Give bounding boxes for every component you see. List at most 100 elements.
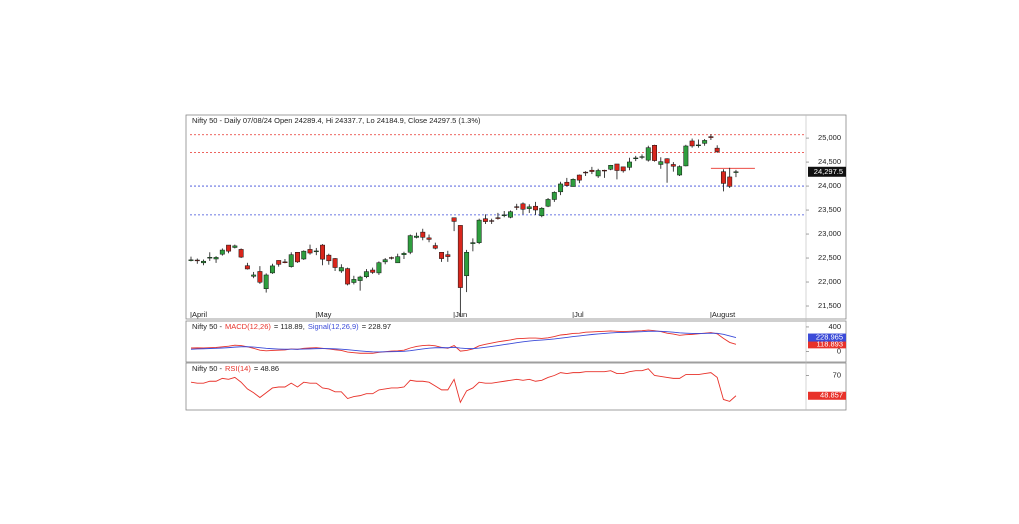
candle-body xyxy=(545,199,551,207)
price-panel xyxy=(185,114,847,320)
candle-body xyxy=(407,235,413,253)
chart-title: Nifty 50 - Daily 07/08/24 Open 24289.4, … xyxy=(192,116,481,125)
legend-value: = 48.86 xyxy=(254,364,279,373)
last-value-box xyxy=(808,340,846,349)
candle-body xyxy=(526,206,532,209)
candle-body xyxy=(589,169,595,172)
candle-body xyxy=(702,140,708,144)
y-tick-label: 25,000 xyxy=(818,133,841,142)
candle-body xyxy=(708,136,714,138)
candle-body xyxy=(219,249,225,255)
candle-body xyxy=(558,183,564,193)
candle-body xyxy=(514,206,520,208)
candle-body xyxy=(470,242,476,244)
candle-body xyxy=(257,271,263,283)
rsi-panel xyxy=(185,362,847,411)
candle-body xyxy=(376,262,382,274)
candle-body xyxy=(533,205,538,211)
candle-body xyxy=(232,245,238,248)
candle-body xyxy=(332,258,338,268)
candle-body xyxy=(570,179,576,187)
candle-body xyxy=(501,214,507,216)
candle-body xyxy=(464,252,470,277)
candle-body xyxy=(670,164,676,167)
candle-body xyxy=(282,261,288,263)
y-tick-label: 22,500 xyxy=(818,253,841,262)
last-value-box xyxy=(808,391,846,400)
candle-body xyxy=(564,181,570,186)
candle-body xyxy=(645,147,651,161)
candle-body xyxy=(401,253,407,255)
last-price-box xyxy=(808,166,846,177)
candle-body xyxy=(188,259,194,261)
candle-body xyxy=(238,249,244,258)
candle-body xyxy=(520,203,526,210)
x-tick-label: Jun xyxy=(455,310,467,319)
candle-body xyxy=(664,158,670,164)
candle-body xyxy=(213,257,219,260)
candle-body xyxy=(451,217,457,222)
candle-body xyxy=(357,276,363,281)
candle-body xyxy=(658,161,664,165)
candle-body xyxy=(351,279,357,283)
y-tick-label: 22,000 xyxy=(818,277,841,286)
candle-body xyxy=(476,219,482,243)
candle-body xyxy=(363,271,369,277)
panel-legend: Nifty 50 - RSI(14) = 48.86 xyxy=(192,364,279,373)
last-value-label: 228.965 xyxy=(816,333,843,342)
legend-name: Signal(12,26,9) xyxy=(308,322,359,331)
candle-body xyxy=(551,192,557,200)
candle-body xyxy=(495,217,501,219)
y-tick-label: 23,000 xyxy=(818,229,841,238)
candle-body xyxy=(432,245,438,249)
candle-body xyxy=(457,225,463,288)
candle-body xyxy=(583,171,589,174)
y-tick-label: 0 xyxy=(837,347,841,356)
last-value-label: 48.857 xyxy=(820,391,843,400)
candle-body xyxy=(338,267,344,272)
candle-body xyxy=(251,274,257,277)
candle-body xyxy=(595,170,601,177)
series-line xyxy=(190,368,737,404)
candle-body xyxy=(269,265,275,274)
candle-body xyxy=(345,268,351,285)
candle-body xyxy=(720,171,726,184)
candle-body xyxy=(539,207,545,217)
legend-name: MACD(12,26) xyxy=(225,322,271,331)
candle-body xyxy=(370,269,376,273)
candle-body xyxy=(201,260,206,264)
y-tick-label: 70 xyxy=(833,370,841,379)
x-tick-label: May xyxy=(317,310,331,319)
candle-body xyxy=(508,211,513,218)
candle-body xyxy=(652,145,657,161)
candle-body xyxy=(194,259,200,262)
candle-body xyxy=(226,244,232,252)
candle-body xyxy=(727,176,733,187)
y-tick-label: 21,500 xyxy=(818,301,841,310)
last-price-label: 24,297.5 xyxy=(814,167,843,176)
candle-body xyxy=(295,252,300,263)
legend-value: = 118.89, xyxy=(274,322,305,331)
candle-body xyxy=(489,220,495,222)
panel-legend: Nifty 50 - MACD(12,26) = 118.89, Signal(12,… xyxy=(192,322,391,331)
panel-title: Nifty 50 - xyxy=(192,322,223,331)
candle-body xyxy=(388,257,394,259)
candle-body xyxy=(445,254,451,257)
candle-body xyxy=(307,249,313,254)
candle-body xyxy=(627,161,632,168)
candle-body xyxy=(276,260,282,265)
x-tick-label: April xyxy=(192,310,207,319)
y-tick-label: 400 xyxy=(828,322,841,331)
candle-body xyxy=(395,256,401,264)
y-tick-label: 24,000 xyxy=(818,181,841,190)
candle-body xyxy=(382,259,388,263)
candle-body xyxy=(414,235,419,238)
series-line xyxy=(190,329,737,354)
candle-body xyxy=(695,144,701,146)
last-value-label: 118.893 xyxy=(816,339,843,348)
candle-body xyxy=(420,231,426,238)
candle-body xyxy=(683,145,689,167)
candle-body xyxy=(301,250,307,260)
candle-body xyxy=(207,257,213,259)
